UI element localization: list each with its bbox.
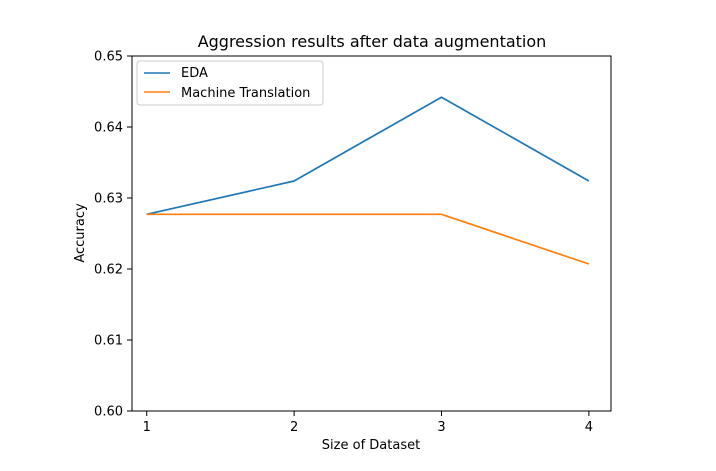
- y-tick-label: 0.65: [94, 50, 123, 65]
- legend-box: [136, 60, 324, 106]
- x-tick-label: 4: [585, 420, 593, 435]
- y-tick-label: 0.64: [94, 121, 123, 136]
- chart-title: Aggression results after data augmentati…: [198, 32, 547, 51]
- series-line-machine-translation: [146, 213, 590, 265]
- y-axis: 0.60 0.61 0.62 0.63 0.64 0.65: [94, 50, 132, 420]
- x-axis: 1 2 3 4: [143, 411, 593, 435]
- y-tick-label: 0.61: [94, 334, 123, 349]
- series-lines: [146, 96, 590, 265]
- y-tick-label: 0.62: [94, 263, 123, 278]
- y-tick-label: 0.63: [94, 192, 123, 207]
- y-axis-label: Accuracy: [73, 203, 88, 263]
- legend: EDA Machine Translation: [136, 60, 324, 106]
- plot-area-frame: [131, 55, 612, 412]
- x-tick-label: 3: [437, 420, 445, 435]
- x-tick-label: 2: [290, 420, 298, 435]
- legend-label-machine-translation: Machine Translation: [181, 86, 310, 101]
- series-line-eda: [146, 96, 590, 216]
- legend-label-eda: EDA: [181, 66, 208, 81]
- y-tick-label: 0.60: [94, 405, 123, 420]
- x-axis-label: Size of Dataset: [322, 438, 420, 453]
- x-tick-label: 1: [143, 420, 151, 435]
